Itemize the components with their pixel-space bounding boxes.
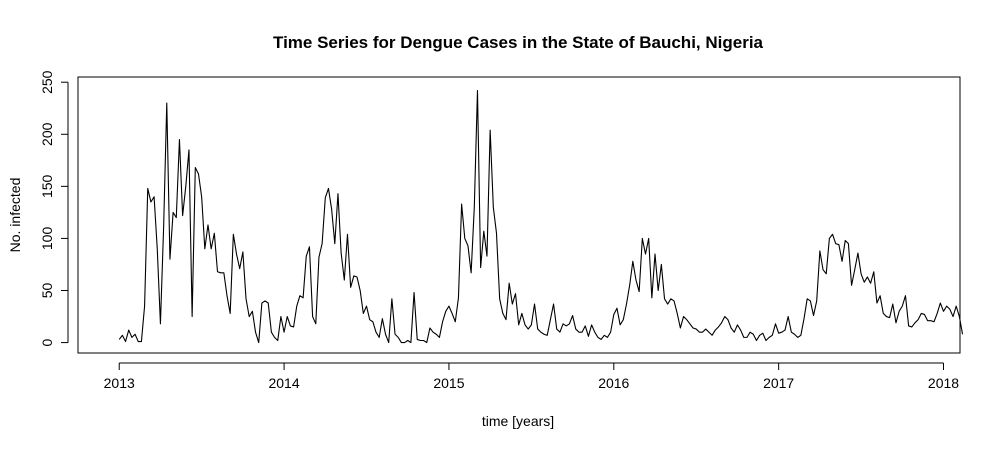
plot-frame <box>77 76 961 354</box>
x-axis-label: time [years] <box>482 413 554 429</box>
y-tick-label: 200 <box>39 122 55 146</box>
x-tick-label: 2015 <box>433 375 464 391</box>
y-tick-label: 100 <box>39 227 55 251</box>
x-tick-label: 2018 <box>928 375 959 391</box>
x-tick-label: 2014 <box>268 375 299 391</box>
x-tick-label: 2016 <box>598 375 629 391</box>
x-axis: 2013 2014 2015 2016 2017 2018 <box>104 362 959 391</box>
y-tick-label: 50 <box>39 283 55 299</box>
chart-title: Time Series for Dengue Cases in the Stat… <box>273 33 764 52</box>
y-tick-label: 150 <box>39 174 55 198</box>
y-tick-label: 0 <box>39 338 55 346</box>
x-tick-label: 2013 <box>104 375 135 391</box>
y-axis-label: No. infected <box>7 178 23 253</box>
dengue-cases-line <box>118 89 964 344</box>
y-tick-label: 250 <box>39 70 55 94</box>
y-axis: 0 50 100 150 200 250 <box>39 70 69 346</box>
x-tick-label: 2017 <box>763 375 794 391</box>
